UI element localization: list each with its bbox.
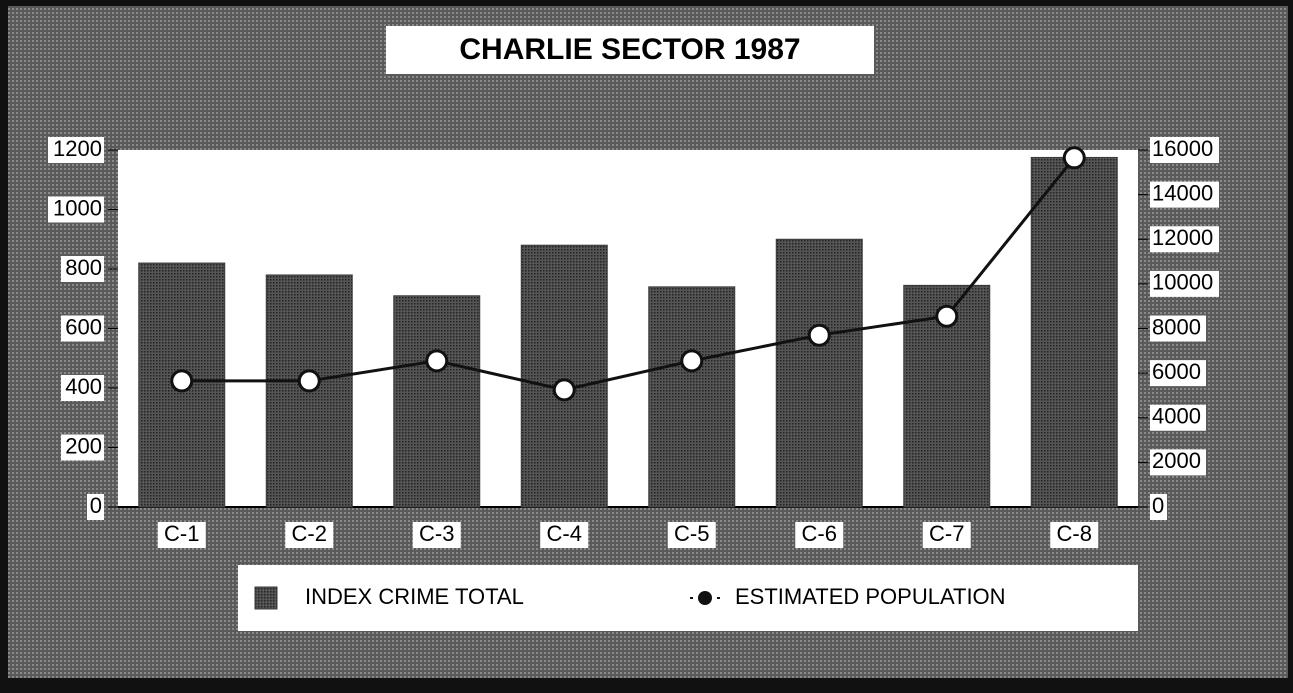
tick-label-box <box>61 434 104 461</box>
x-tick-label: C-2 <box>292 521 327 546</box>
y2-tick-label: 2000 <box>1152 448 1201 473</box>
x-tick-label: C-3 <box>419 521 454 546</box>
bar <box>393 295 481 508</box>
point <box>170 369 194 393</box>
legend-marker <box>698 591 712 605</box>
tick-label-box <box>1150 226 1219 253</box>
point <box>297 369 321 393</box>
tick-label-box <box>1050 522 1099 548</box>
tick-label-box <box>1150 137 1219 163</box>
y2-tick-label: 0 <box>1152 493 1164 518</box>
y-tick-label: 1200 <box>53 136 102 161</box>
y-tick-label: 600 <box>65 314 102 339</box>
bar <box>648 286 736 508</box>
x-tick-label: C-8 <box>1057 521 1092 546</box>
point <box>425 349 449 373</box>
tick-label-box <box>87 494 104 520</box>
tick-label-box <box>285 522 334 548</box>
y-tick-label: 1000 <box>53 195 102 220</box>
tick-label-box <box>61 256 104 282</box>
y-tick-label: 400 <box>65 374 102 399</box>
legend-swatch <box>254 586 278 610</box>
bar <box>775 238 863 508</box>
y-tick-label: 800 <box>65 255 102 280</box>
x-tick-label: C-6 <box>802 521 837 546</box>
legend-label: ESTIMATED POPULATION <box>735 584 1006 609</box>
y-tick-label: 200 <box>65 433 102 458</box>
point <box>680 349 704 373</box>
x-tick-label: C-7 <box>929 521 964 546</box>
line <box>181 156 1076 392</box>
tick-label-box <box>48 196 104 223</box>
x-tick-label: C-5 <box>674 521 709 546</box>
x-tick-label: C-4 <box>547 521 582 546</box>
tick-label-box <box>1150 360 1206 387</box>
title-box <box>386 26 874 74</box>
tick-label-box <box>922 522 971 548</box>
tick-label-box <box>61 315 104 342</box>
chart-title: CHARLIE SECTOR 1987 <box>459 33 800 66</box>
x-tick-label: C-1 <box>164 521 199 546</box>
tick-label-box <box>1150 449 1206 476</box>
legend <box>238 565 1138 631</box>
tick-label-box <box>540 522 589 548</box>
tick-label-box <box>157 522 206 548</box>
bar <box>1030 156 1118 508</box>
y2-tick-label: 14000 <box>1152 180 1213 205</box>
y2-tick-label: 10000 <box>1152 270 1213 295</box>
tick-label-box <box>667 522 716 548</box>
tick-label-box <box>1150 404 1206 431</box>
y-tick-label: 0 <box>90 493 102 518</box>
point <box>807 323 831 347</box>
tick-label-box <box>61 375 104 401</box>
y2-tick-label: 12000 <box>1152 225 1213 250</box>
y2-tick-label: 6000 <box>1152 359 1201 384</box>
y2-tick-label: 16000 <box>1152 136 1213 161</box>
tick-label-box <box>48 137 104 163</box>
tick-label-box <box>412 522 461 548</box>
point <box>552 378 576 402</box>
tick-label-box <box>795 522 844 548</box>
bar <box>520 244 608 508</box>
y2-tick-label: 4000 <box>1152 404 1201 429</box>
tick-label-box <box>1150 494 1167 520</box>
point <box>935 304 959 328</box>
legend-label: INDEX CRIME TOTAL <box>305 584 524 609</box>
y2-tick-label: 8000 <box>1152 314 1201 339</box>
tick-label-box <box>1150 315 1206 342</box>
tick-label-box <box>1150 270 1219 297</box>
point <box>1062 146 1086 170</box>
tick-label-box <box>1150 181 1219 208</box>
